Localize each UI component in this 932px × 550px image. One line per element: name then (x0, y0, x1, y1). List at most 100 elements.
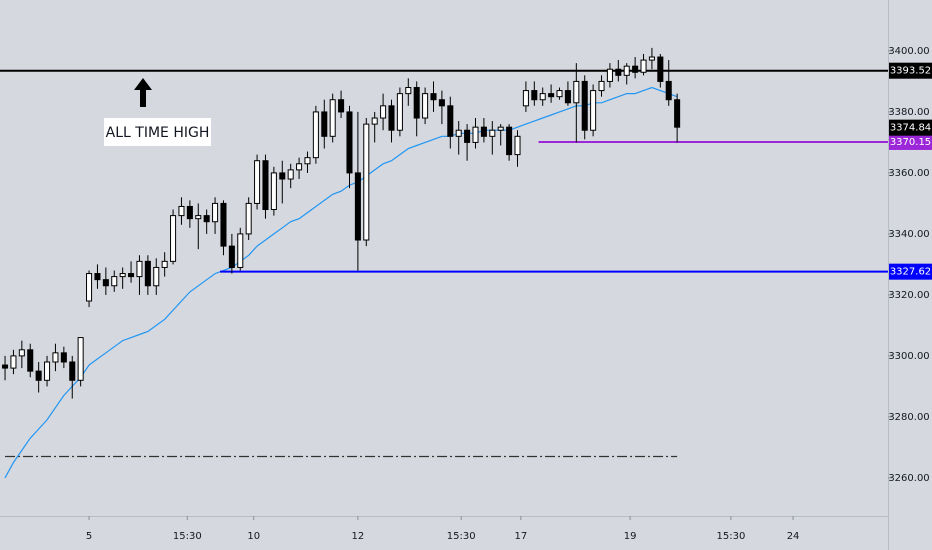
candle-body (598, 80, 605, 92)
y-tick-label: 3340.00 (888, 229, 929, 240)
candle-body (119, 273, 126, 278)
price-label: 3393.52 (890, 66, 931, 77)
candle-body (86, 273, 93, 302)
price-label-box (889, 133, 932, 150)
candle-body (506, 126, 513, 156)
candle-body (161, 260, 168, 268)
candle-body (665, 80, 672, 101)
x-tick-label: 19 (624, 531, 637, 542)
candle-body (371, 117, 378, 125)
price-label: 3327.62 (890, 267, 931, 278)
candle-body (363, 123, 370, 241)
candle-body (606, 68, 613, 82)
candle-body (94, 273, 101, 281)
candle-body (573, 80, 580, 104)
candle-body (153, 266, 160, 287)
candle-body (430, 93, 437, 101)
price-label-box (889, 119, 932, 136)
candle-body (623, 65, 630, 76)
price-label-box (889, 62, 932, 79)
candle-body (455, 129, 462, 137)
annotation: ALL TIME HIGH (106, 125, 210, 141)
y-tick-label: 3380.00 (888, 107, 929, 118)
candle-body (548, 93, 555, 98)
candle-body (262, 160, 269, 211)
x-tick-label: 15:30 (173, 531, 202, 542)
candle-body (438, 99, 445, 107)
candle-body (304, 157, 311, 165)
candle-body (102, 279, 109, 287)
candle-body (354, 172, 361, 241)
candle-body (228, 245, 235, 268)
candle-body (640, 59, 647, 73)
candle-body (380, 105, 387, 119)
candle-body (270, 172, 277, 211)
candle-body (447, 105, 454, 137)
candle-body (497, 126, 504, 131)
price-label-box (889, 263, 932, 280)
x-tick-label: 5 (86, 531, 92, 542)
candle-body (312, 111, 319, 159)
y-tick-label: 3300.00 (888, 351, 929, 362)
candle-body (296, 163, 303, 171)
candle-body (472, 126, 479, 143)
candle-body (44, 361, 51, 381)
candle-body (321, 111, 328, 137)
candle-body (27, 349, 34, 372)
candle-body (18, 349, 25, 357)
candle-body (245, 202, 252, 235)
candle-body (128, 273, 135, 278)
candle-body (77, 337, 84, 381)
candle-body (396, 93, 403, 131)
candle-body (539, 93, 546, 101)
candle-body (178, 205, 185, 217)
candle-body (388, 105, 395, 131)
candle-body (674, 99, 681, 128)
candle-body (10, 355, 17, 369)
candle-body (514, 135, 521, 156)
candle-body (170, 215, 177, 262)
price-label: 3370.15 (890, 137, 931, 148)
x-tick-label: 15:30 (716, 531, 745, 542)
candle-body (657, 56, 664, 82)
candle-body (212, 202, 219, 223)
candle-body (52, 352, 59, 363)
candle-body (338, 99, 345, 113)
x-tick-label: 15:30 (447, 531, 476, 542)
candle-body (220, 202, 227, 247)
x-tick-label: 17 (515, 531, 528, 542)
x-tick-label: 24 (787, 531, 800, 542)
candle-body (489, 129, 496, 137)
candle-body (632, 65, 639, 73)
candle-body (615, 68, 622, 76)
candle-body (287, 169, 294, 180)
y-tick-label: 3400.00 (888, 46, 929, 57)
candle-body (111, 276, 118, 287)
candle-body (564, 90, 571, 104)
candle-body (2, 364, 9, 369)
candle-body (413, 87, 420, 119)
candle-body (590, 90, 597, 131)
candle-body (531, 90, 538, 101)
candle-body (422, 93, 429, 119)
x-tick-label: 10 (247, 531, 260, 542)
candle-body (329, 99, 336, 137)
candle-body (279, 172, 286, 180)
candle-body (254, 160, 261, 204)
candle-body (144, 260, 151, 287)
x-tick-label: 12 (352, 531, 365, 542)
y-tick-label: 3360.00 (888, 168, 929, 179)
price-label: 3374.84 (890, 123, 931, 134)
candle-body (186, 205, 193, 220)
candle-body (648, 56, 655, 61)
moving-average (4, 86, 678, 479)
candle-body (195, 215, 202, 220)
candle-body (237, 233, 244, 268)
candle-body (69, 361, 76, 381)
candle-body (35, 370, 42, 381)
candle-body (480, 126, 487, 137)
y-tick-label: 3260.00 (888, 473, 929, 484)
candle-body (556, 90, 563, 98)
candle-body (136, 260, 143, 278)
